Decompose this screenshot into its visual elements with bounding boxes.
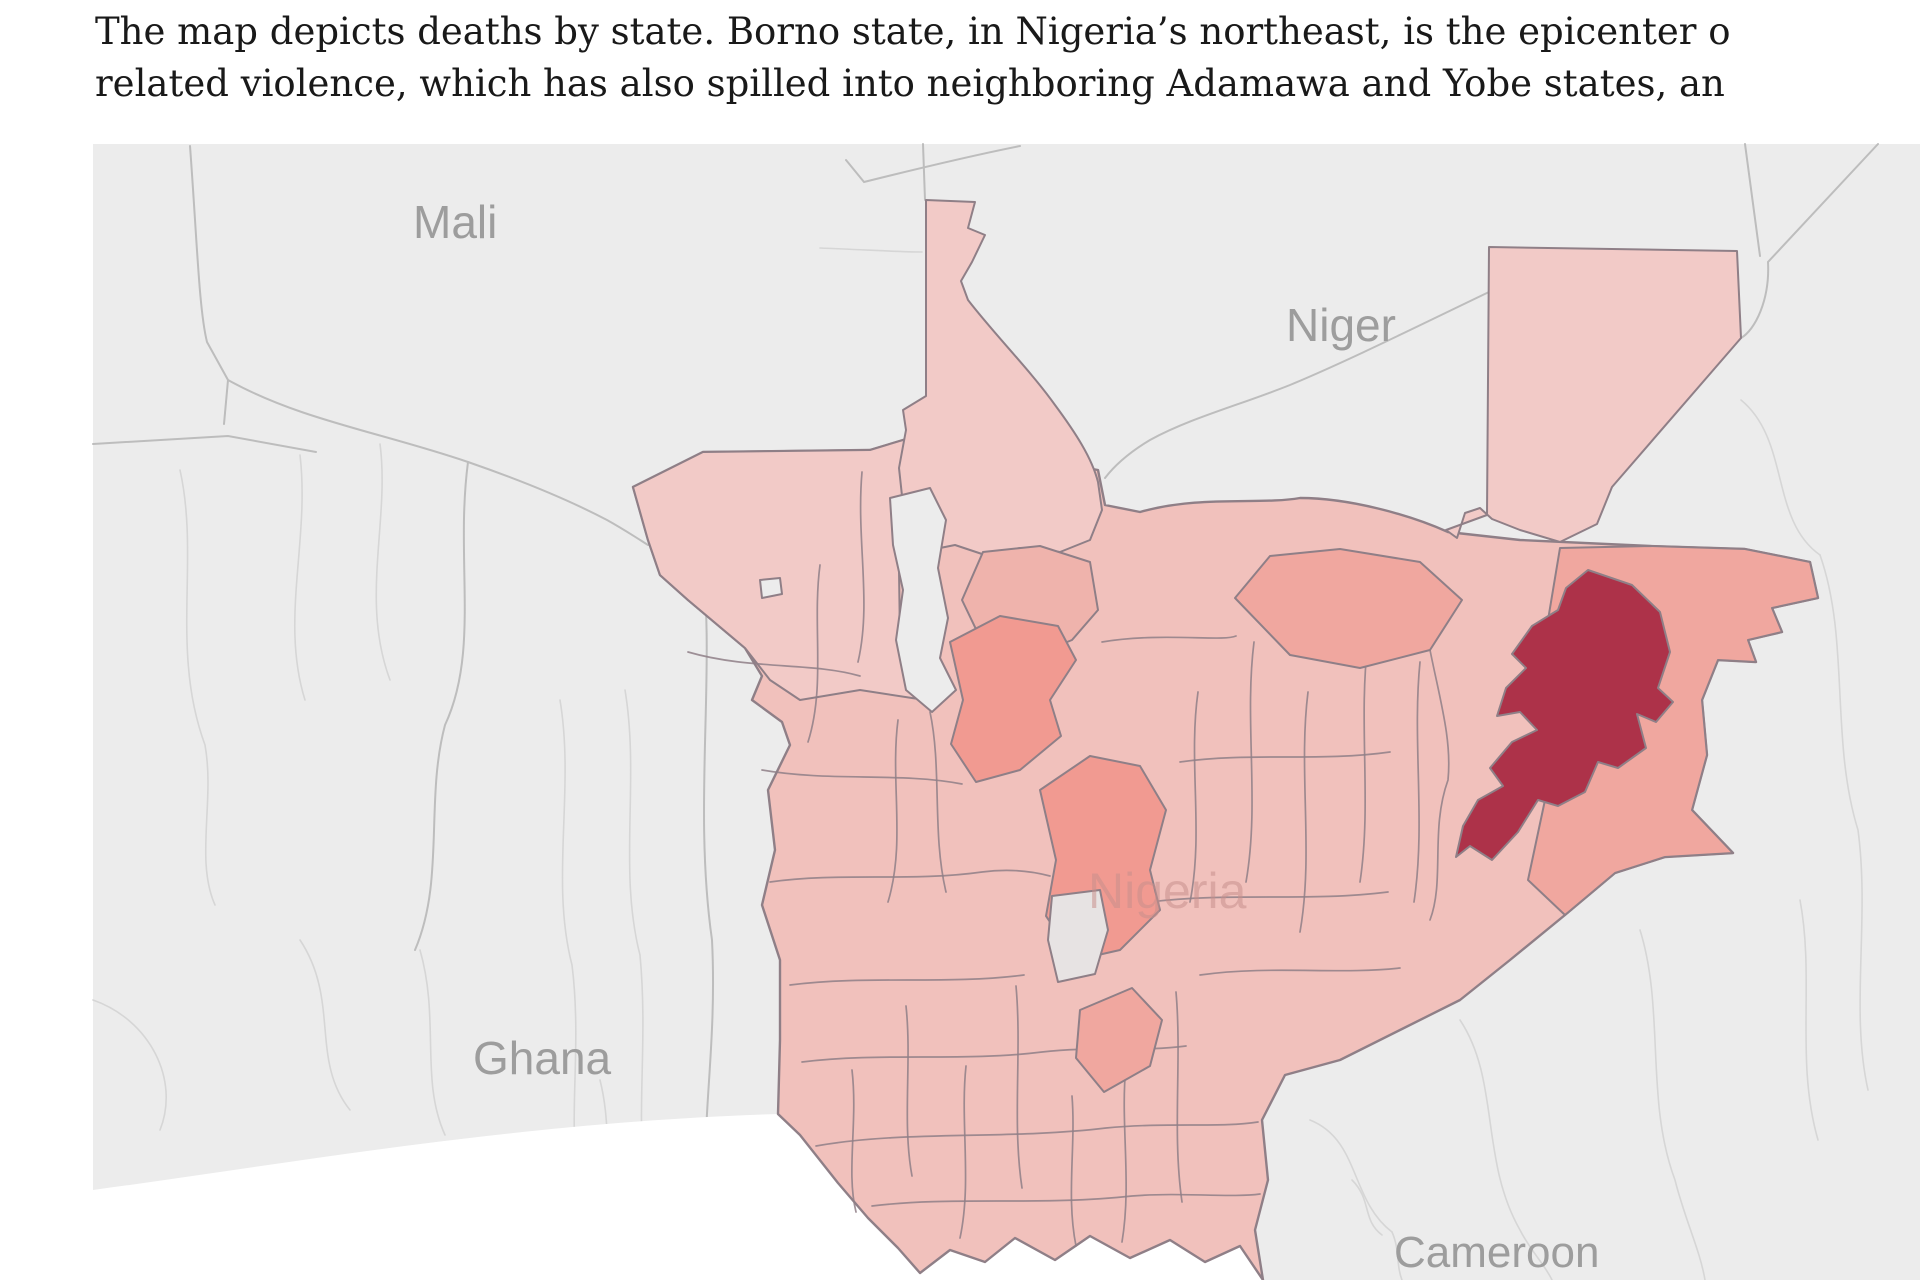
map-caption: The map depicts deaths by state. Borno s… <box>95 6 1920 110</box>
country-label-mali: Mali <box>413 196 497 248</box>
caption-line-1: The map depicts deaths by state. Borno s… <box>95 10 1731 53</box>
pale-capital-region[interactable] <box>1047 889 1109 983</box>
country-label-ghana: Ghana <box>473 1032 612 1084</box>
country-label-niger: Niger <box>1286 299 1396 351</box>
state-salmon-a[interactable] <box>949 615 1077 783</box>
enclave-hole <box>759 577 783 599</box>
state-boundaries <box>687 471 1450 1247</box>
country-label-cameroon: Cameroon <box>1394 1228 1599 1277</box>
borno-state-region[interactable] <box>1455 569 1674 861</box>
country-label-nigeria: Nigeria <box>1088 863 1247 919</box>
northeast-block-region[interactable] <box>1445 246 1742 543</box>
background-borders <box>92 143 1879 1280</box>
ocean <box>93 1114 1263 1280</box>
state-salmon-d[interactable] <box>1075 987 1163 1093</box>
caption-line-2: related violence, which has also spilled… <box>95 62 1725 105</box>
state-salmon-c[interactable] <box>1234 548 1463 669</box>
north-strip-region[interactable] <box>898 199 1103 556</box>
gray-wedge <box>889 487 957 713</box>
